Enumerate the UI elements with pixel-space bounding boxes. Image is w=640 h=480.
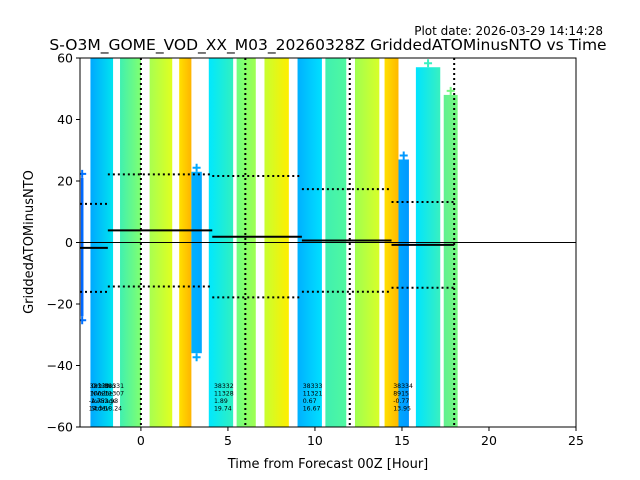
stat-header-label: Stdev (91, 406, 109, 413)
orbit-stat-value: 11307 (104, 391, 124, 398)
y-tick-label: −60 (47, 420, 73, 435)
orbit-stat-value: 38330 (90, 383, 110, 390)
y-tick-label: 20 (57, 174, 73, 189)
data-stripe (415, 67, 441, 427)
orbit-stat-value: 38332 (214, 383, 234, 390)
data-point-marker (447, 427, 455, 435)
y-axis: −60 −40 −20 0 20 40 60 (47, 51, 80, 435)
data-point-marker (181, 427, 189, 435)
y-tick-label: −20 (47, 297, 73, 312)
x-tick-label: 25 (568, 433, 584, 448)
x-tick-label: 0 (137, 433, 145, 448)
data-point-marker (98, 427, 106, 435)
orbit-stat-value: 38331 (104, 383, 124, 390)
data-point-marker (424, 59, 433, 68)
data-stripe (398, 159, 409, 427)
data-point-marker (273, 427, 281, 435)
orbit-stat-value: 18.24 (104, 406, 122, 413)
orbit-stat-value: 10025 (90, 391, 110, 398)
x-axis: 0 5 10 15 20 25 (137, 427, 584, 448)
orbit-stat-value: 11328 (214, 391, 234, 398)
orbit-stat-value: 3.93 (104, 398, 118, 405)
plot-date: Plot date: 2026-03-29 14:14:28 (414, 24, 603, 38)
data-point-marker (192, 163, 201, 172)
y-axis-label: GriddedATOMinusNTO (22, 170, 37, 314)
data-point-marker (363, 427, 371, 435)
orbit-stat-value: 1.89 (214, 398, 228, 405)
orbit-stat-value: 38334 (393, 383, 413, 390)
data-point-marker (399, 151, 408, 160)
data-point-marker (157, 427, 165, 435)
data-point-marker (126, 427, 134, 435)
stat-header-label: OrbitNo (91, 383, 115, 390)
data-point-marker (446, 86, 455, 95)
x-tick-label: 15 (394, 433, 410, 448)
stat-header-label: Average (91, 398, 117, 405)
data-point-marker (242, 427, 250, 435)
orbit-stat-value: 8915 (393, 391, 409, 398)
x-axis-label: Time from Forecast 00Z [Hour] (227, 457, 429, 472)
orbit-stat-value: 11321 (303, 391, 323, 398)
data-point-marker (424, 427, 432, 435)
x-tick-label: 5 (224, 433, 232, 448)
y-tick-label: 0 (65, 235, 73, 250)
orbit-stat-value: 14.31 (89, 406, 107, 413)
orbit-stat-value: -0.77 (393, 398, 409, 405)
data-stripe (191, 171, 202, 354)
data-point-marker (80, 169, 87, 178)
data-point-marker (332, 427, 340, 435)
x-tick-label: 10 (307, 433, 323, 448)
orbit-stat-value: 38333 (303, 383, 323, 390)
orbit-stat-value: 16.67 (303, 406, 321, 413)
plot-area (80, 58, 576, 435)
x-tick-label: 20 (481, 433, 497, 448)
data-point-marker (192, 353, 201, 362)
orbit-stat-value: 19.74 (214, 406, 232, 413)
orbit-stat-value: 0.67 (303, 398, 317, 405)
stat-header-label: NValue (91, 391, 113, 398)
y-tick-label: −40 (47, 358, 73, 373)
chart-title: S-O3M_GOME_VOD_XX_M03_20260328Z GriddedA… (49, 36, 606, 55)
orbit-stat-value: -1.75 (89, 398, 105, 405)
data-stripe (443, 94, 458, 427)
data-point-marker (80, 316, 87, 325)
orbit-stat-value: 13.95 (393, 406, 411, 413)
y-tick-label: 40 (57, 112, 73, 127)
y-tick-label: 60 (57, 51, 73, 66)
